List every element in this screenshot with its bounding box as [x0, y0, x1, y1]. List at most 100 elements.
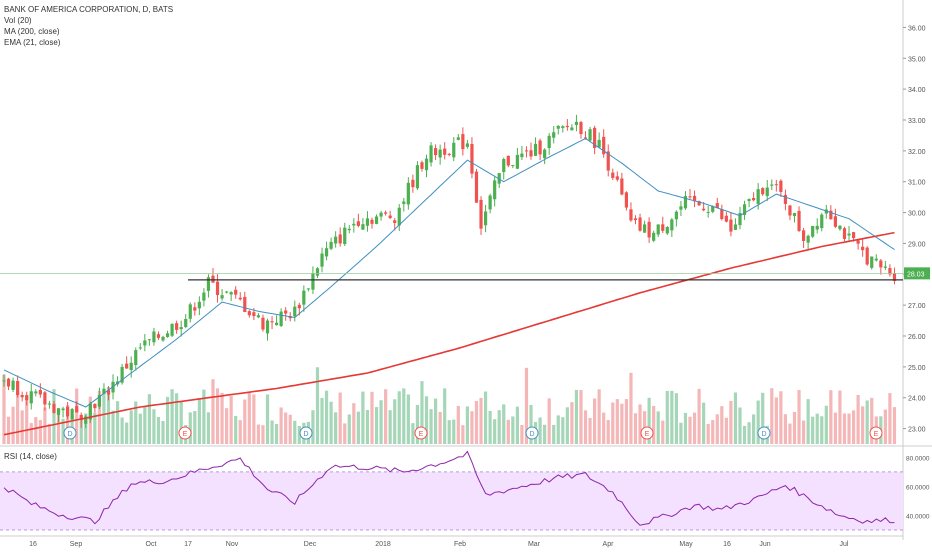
- volume-bar: [820, 416, 824, 444]
- candle-body: [415, 165, 420, 189]
- candle-body: [179, 327, 183, 330]
- volume-bar: [361, 391, 365, 444]
- volume-bar: [179, 401, 183, 444]
- candle-body: [188, 304, 192, 319]
- volume-bar: [25, 396, 29, 444]
- volume-bar: [520, 424, 524, 444]
- volume-bar: [229, 395, 233, 444]
- volume-bar: [311, 410, 315, 444]
- candle-body: [552, 132, 556, 138]
- volume-bar: [206, 412, 211, 444]
- rsi-legend: RSI (14, close): [4, 451, 57, 462]
- volume-bar: [747, 422, 751, 444]
- candle-body: [738, 213, 742, 226]
- volume-bar: [315, 367, 320, 444]
- volume-bar: [692, 412, 697, 444]
- candle-body: [34, 391, 38, 394]
- candle-body: [588, 129, 592, 141]
- volume-bar: [497, 410, 501, 444]
- candle-body: [761, 188, 765, 195]
- marker-label: E: [874, 431, 879, 438]
- candle-body: [456, 137, 460, 140]
- volume-bar: [66, 405, 70, 444]
- candle-body: [779, 180, 783, 192]
- price-tick-label: 30.00: [908, 211, 926, 218]
- volume-bar: [443, 388, 447, 444]
- volume-bar: [138, 413, 142, 444]
- volume-bar: [583, 410, 588, 444]
- candle-body: [679, 206, 683, 210]
- last-price-label: 28.03: [907, 271, 925, 278]
- candle-body: [742, 204, 747, 215]
- volume-bar: [156, 417, 161, 444]
- candle-body: [593, 127, 597, 148]
- volume-bar: [702, 402, 706, 444]
- price-tick-label: 24.00: [908, 396, 926, 403]
- candle-body: [470, 143, 474, 174]
- volume-bar: [774, 397, 778, 444]
- volume-bar: [597, 389, 601, 444]
- volume-bar: [120, 417, 124, 444]
- volume-bar: [293, 420, 297, 444]
- candle-body: [856, 240, 860, 244]
- volume-bar: [829, 390, 833, 444]
- candle-body: [215, 281, 220, 296]
- candle-body: [797, 210, 801, 231]
- candle-body: [452, 142, 456, 158]
- candle-body: [202, 292, 206, 301]
- volume-bar: [493, 419, 497, 444]
- price-tick-label: 36.00: [908, 25, 926, 32]
- candle-body: [306, 288, 310, 290]
- volume-bar: [756, 400, 760, 444]
- candle-body: [129, 362, 133, 371]
- volume-bar: [193, 411, 197, 444]
- candle-body: [533, 143, 538, 156]
- marker-label: E: [183, 431, 188, 438]
- volume-bar: [488, 410, 492, 444]
- volume-bar: [93, 412, 97, 444]
- candle-body: [824, 209, 828, 214]
- candle-body: [479, 199, 483, 229]
- candle-body: [565, 125, 569, 128]
- volume-bar: [779, 391, 783, 444]
- volume-bar: [633, 413, 638, 444]
- candle-body: [70, 409, 74, 420]
- candle-body: [788, 205, 792, 216]
- volume-bar: [538, 417, 542, 444]
- volume-bar: [225, 408, 229, 444]
- volume-bar: [243, 399, 247, 444]
- candle-body: [720, 209, 724, 220]
- candle-body: [243, 296, 247, 313]
- candle-body: [870, 256, 874, 268]
- candle-body: [293, 306, 297, 317]
- earnings-marker: [178, 426, 192, 440]
- candle-body: [388, 215, 392, 219]
- candle-body: [892, 273, 897, 282]
- candle-body: [506, 155, 510, 166]
- candle-body: [674, 211, 678, 220]
- candle-body: [756, 189, 760, 204]
- volume-bar: [420, 381, 424, 444]
- time-tick-label: 16: [723, 541, 731, 548]
- time-tick-label: 17: [184, 541, 192, 548]
- volume-bar: [611, 402, 615, 444]
- candle-body: [56, 408, 61, 415]
- volume-bar: [574, 389, 579, 444]
- volume-bar: [84, 413, 88, 444]
- candle-body: [493, 180, 497, 200]
- volume-bar: [529, 404, 533, 444]
- candle-body: [220, 295, 224, 299]
- time-tick-label: 16: [29, 541, 37, 548]
- candle-body: [156, 334, 161, 338]
- candle-body: [661, 224, 665, 231]
- candle-body: [461, 134, 465, 150]
- candle-body: [184, 318, 188, 328]
- volume-bar: [570, 402, 574, 444]
- candle-body: [733, 224, 738, 230]
- candle-body: [538, 140, 542, 155]
- volume-bar: [147, 394, 151, 444]
- volume-bar: [865, 400, 869, 444]
- candle-body: [474, 171, 479, 203]
- volume-bar: [211, 379, 215, 444]
- volume-bar: [34, 417, 38, 444]
